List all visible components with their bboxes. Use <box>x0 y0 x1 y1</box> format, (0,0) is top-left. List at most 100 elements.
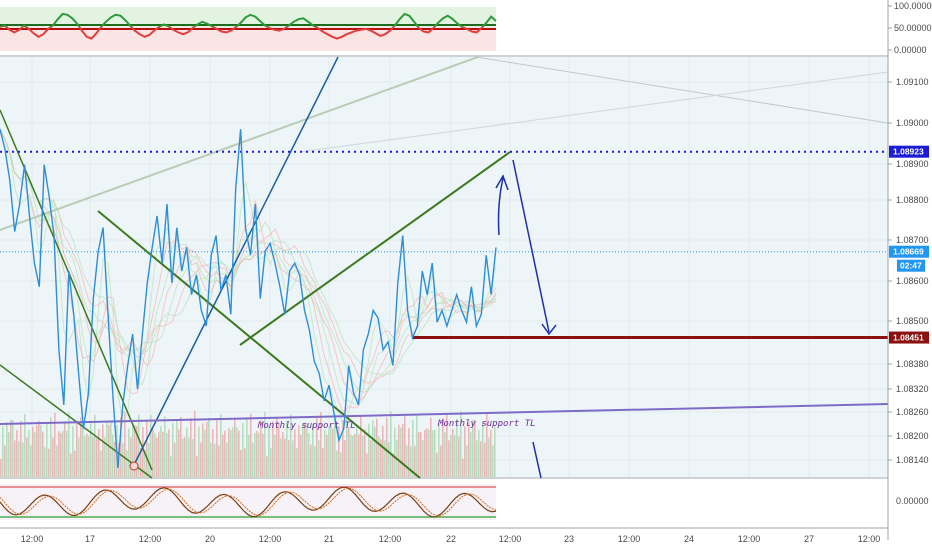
volume-bar <box>160 426 162 477</box>
volume-bar <box>86 433 88 477</box>
volume-bar <box>358 434 360 477</box>
descending-channel-line[interactable] <box>475 56 889 124</box>
time-tick-label: 12:00 <box>858 534 881 544</box>
volume-bar <box>230 430 232 477</box>
last-price-tag[interactable]: 1.08669 02:47 <box>889 245 929 272</box>
rsi-pane[interactable] <box>0 7 497 51</box>
arrow-down-head-icon <box>541 323 557 336</box>
support-price-tag[interactable]: 1.08451 <box>889 331 929 344</box>
volume-bar <box>472 420 474 477</box>
volume-bar <box>300 434 302 477</box>
volume-bar <box>122 443 124 477</box>
volume-bar <box>20 421 22 477</box>
volume-bar <box>364 429 366 477</box>
volume-bar <box>156 437 158 477</box>
volume-bar <box>436 452 438 477</box>
countdown-tag-label: 02:47 <box>900 261 922 271</box>
volume-bar <box>60 432 62 477</box>
volume-bar <box>224 430 226 477</box>
volume-bar <box>154 433 156 477</box>
volume-bar <box>184 437 186 477</box>
volume-bar <box>262 433 264 477</box>
price-axis[interactable]: 1.091001.090001.089001.088001.087001.086… <box>888 77 929 465</box>
price-tick-label: 1.08200 <box>896 431 929 441</box>
volume-bar <box>244 448 246 477</box>
volume-bar <box>466 445 468 477</box>
projection-arrow-lower[interactable] <box>532 441 542 479</box>
rsi-tick-label: 50.00000 <box>894 23 932 33</box>
projection-arrows[interactable] <box>495 159 557 479</box>
volume-bar <box>382 426 384 477</box>
volume-bar <box>304 422 306 477</box>
time-tick-label: 17 <box>85 534 95 544</box>
volume-bar <box>254 433 256 477</box>
volume-bar <box>98 429 100 477</box>
volume-bar <box>384 440 386 477</box>
volume-bar <box>486 414 488 477</box>
volume-bar <box>284 438 286 477</box>
time-tick-label: 24 <box>684 534 694 544</box>
volume-bar <box>348 426 350 477</box>
volume-bar <box>56 445 58 477</box>
volume-bar <box>336 450 338 477</box>
volume-bar <box>144 449 146 477</box>
volume-bar <box>216 420 218 477</box>
volume-bar <box>212 428 214 477</box>
volume-bar <box>150 415 152 477</box>
volume-bar <box>76 420 78 477</box>
volume-bar <box>152 429 154 477</box>
event-marker-icon[interactable] <box>129 461 139 471</box>
rsi-line <box>0 12 497 40</box>
stoch-d-line <box>0 487 497 517</box>
volume-bar <box>146 420 148 477</box>
volume-bar <box>94 414 96 477</box>
time-tick-label: 12:00 <box>618 534 641 544</box>
volume-bar <box>402 423 404 477</box>
volume-bar <box>418 432 420 477</box>
volume-bar <box>438 423 440 477</box>
faint-upper-trendline[interactable] <box>299 71 889 153</box>
volume-bar <box>268 426 270 477</box>
volume-bar <box>124 411 126 477</box>
volume-bar <box>70 453 72 477</box>
volume-bar <box>104 437 106 477</box>
resistance-price-tag[interactable]: 1.08923 <box>889 145 929 158</box>
volume-bar <box>350 434 352 477</box>
volume-bar <box>22 442 24 477</box>
volume-bar <box>482 421 484 477</box>
volume-bar <box>270 448 272 477</box>
steep-support-trendline[interactable] <box>133 56 339 466</box>
volume-bar <box>306 422 308 477</box>
volume-bar <box>388 441 390 477</box>
volume-bar <box>416 414 418 477</box>
stoch-tick-label: 0.00000 <box>896 496 929 506</box>
volume-bar <box>468 422 470 477</box>
volume-bar <box>320 411 322 477</box>
volume-bar <box>114 441 116 477</box>
stoch-pane[interactable] <box>0 484 497 520</box>
volume-bar <box>28 429 30 477</box>
volume-bar <box>310 444 312 477</box>
ma-ribbon-line <box>0 128 497 429</box>
projection-arrow-down[interactable] <box>512 159 550 333</box>
volume-bar <box>426 428 428 477</box>
volume-bar <box>208 418 210 477</box>
volume-bar <box>276 418 278 477</box>
support-tag-box <box>889 331 929 344</box>
volume-bar <box>256 430 258 477</box>
time-tick-label: 23 <box>564 534 574 544</box>
volume-bar <box>332 428 334 477</box>
volume-bar <box>198 426 200 477</box>
price-tick-label: 1.08140 <box>896 455 929 465</box>
monthly-support-trendline[interactable] <box>0 403 889 425</box>
time-axis[interactable]: 12:00 17 12:00 20 12:00 21 12:00 22 12:00 23 12:00… <box>21 534 881 544</box>
projection-arrow-up[interactable] <box>497 177 504 236</box>
volume-bar <box>248 434 250 477</box>
volume-bar <box>356 424 358 477</box>
volume-bar <box>164 416 166 477</box>
volume-bar <box>72 426 74 477</box>
volume-bar <box>428 429 430 477</box>
volume-bar <box>96 438 98 477</box>
volume-bar <box>126 450 128 477</box>
